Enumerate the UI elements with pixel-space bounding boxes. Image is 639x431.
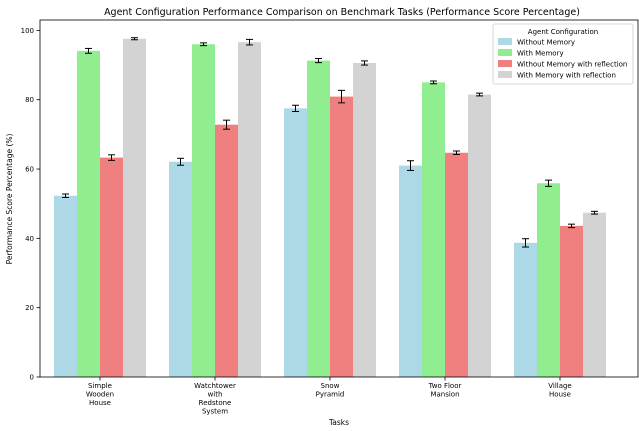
bar xyxy=(215,124,238,377)
x-axis-label: Tasks xyxy=(328,418,349,427)
legend-swatch xyxy=(498,38,512,45)
legend-swatch xyxy=(498,71,512,78)
y-tick-label: 40 xyxy=(25,235,34,243)
x-ticks-group: Simple Wooden House Watchtower with Redstone S… xyxy=(86,377,572,416)
bar xyxy=(583,212,606,377)
y-tick-label: 80 xyxy=(25,96,34,104)
chart-title: Agent Configuration Performance Comparis… xyxy=(104,7,580,18)
error-bars-group xyxy=(62,37,598,248)
x-tick-label: Village House xyxy=(548,382,572,399)
bar xyxy=(353,62,376,378)
y-tick-label: 20 xyxy=(25,304,34,312)
bar xyxy=(422,82,445,377)
legend-swatch xyxy=(498,60,512,67)
bar xyxy=(468,94,491,378)
axes-group xyxy=(39,19,639,378)
legend-title: Agent Configuration xyxy=(528,28,598,36)
legend-label: With Memory with reflection xyxy=(517,72,616,80)
x-tick-label: Two Floor Mansion xyxy=(428,382,462,399)
bars-group xyxy=(54,38,606,378)
bar xyxy=(169,161,192,377)
legend: Agent Configuration Without Memory With M… xyxy=(492,23,634,85)
x-tick-label: Simple Wooden House xyxy=(86,382,114,407)
bar xyxy=(77,50,100,378)
plot-frame xyxy=(39,19,639,378)
y-ticks-group: 0 20 40 60 80 100 xyxy=(21,27,40,382)
y-tick-label: 100 xyxy=(21,27,34,35)
bar xyxy=(330,96,353,377)
bar xyxy=(238,42,261,377)
bar xyxy=(399,165,422,377)
y-tick-label: 60 xyxy=(25,166,34,174)
bar xyxy=(560,225,583,377)
legend-label: Without Memory xyxy=(517,39,575,47)
bar xyxy=(192,44,215,377)
bar xyxy=(445,152,468,377)
legend-label: With Memory xyxy=(517,50,564,58)
bar xyxy=(123,38,146,378)
legend-label: Without Memory with reflection xyxy=(517,61,627,69)
legend-items: Without Memory With Memory Without Memory … xyxy=(498,38,627,80)
bar xyxy=(54,195,77,377)
bar xyxy=(514,242,537,377)
bar xyxy=(307,60,330,377)
bar xyxy=(537,183,560,377)
y-tick-label: 0 xyxy=(30,374,34,382)
x-tick-label: Snow Pyramid xyxy=(316,382,345,399)
y-axis-label: Performance Score Percentage (%) xyxy=(5,134,14,265)
x-tick-label: Watchtower with Redstone System xyxy=(194,382,236,416)
bar xyxy=(100,157,123,377)
bar xyxy=(284,108,307,378)
legend-box xyxy=(492,23,634,85)
legend-swatch xyxy=(498,49,512,56)
